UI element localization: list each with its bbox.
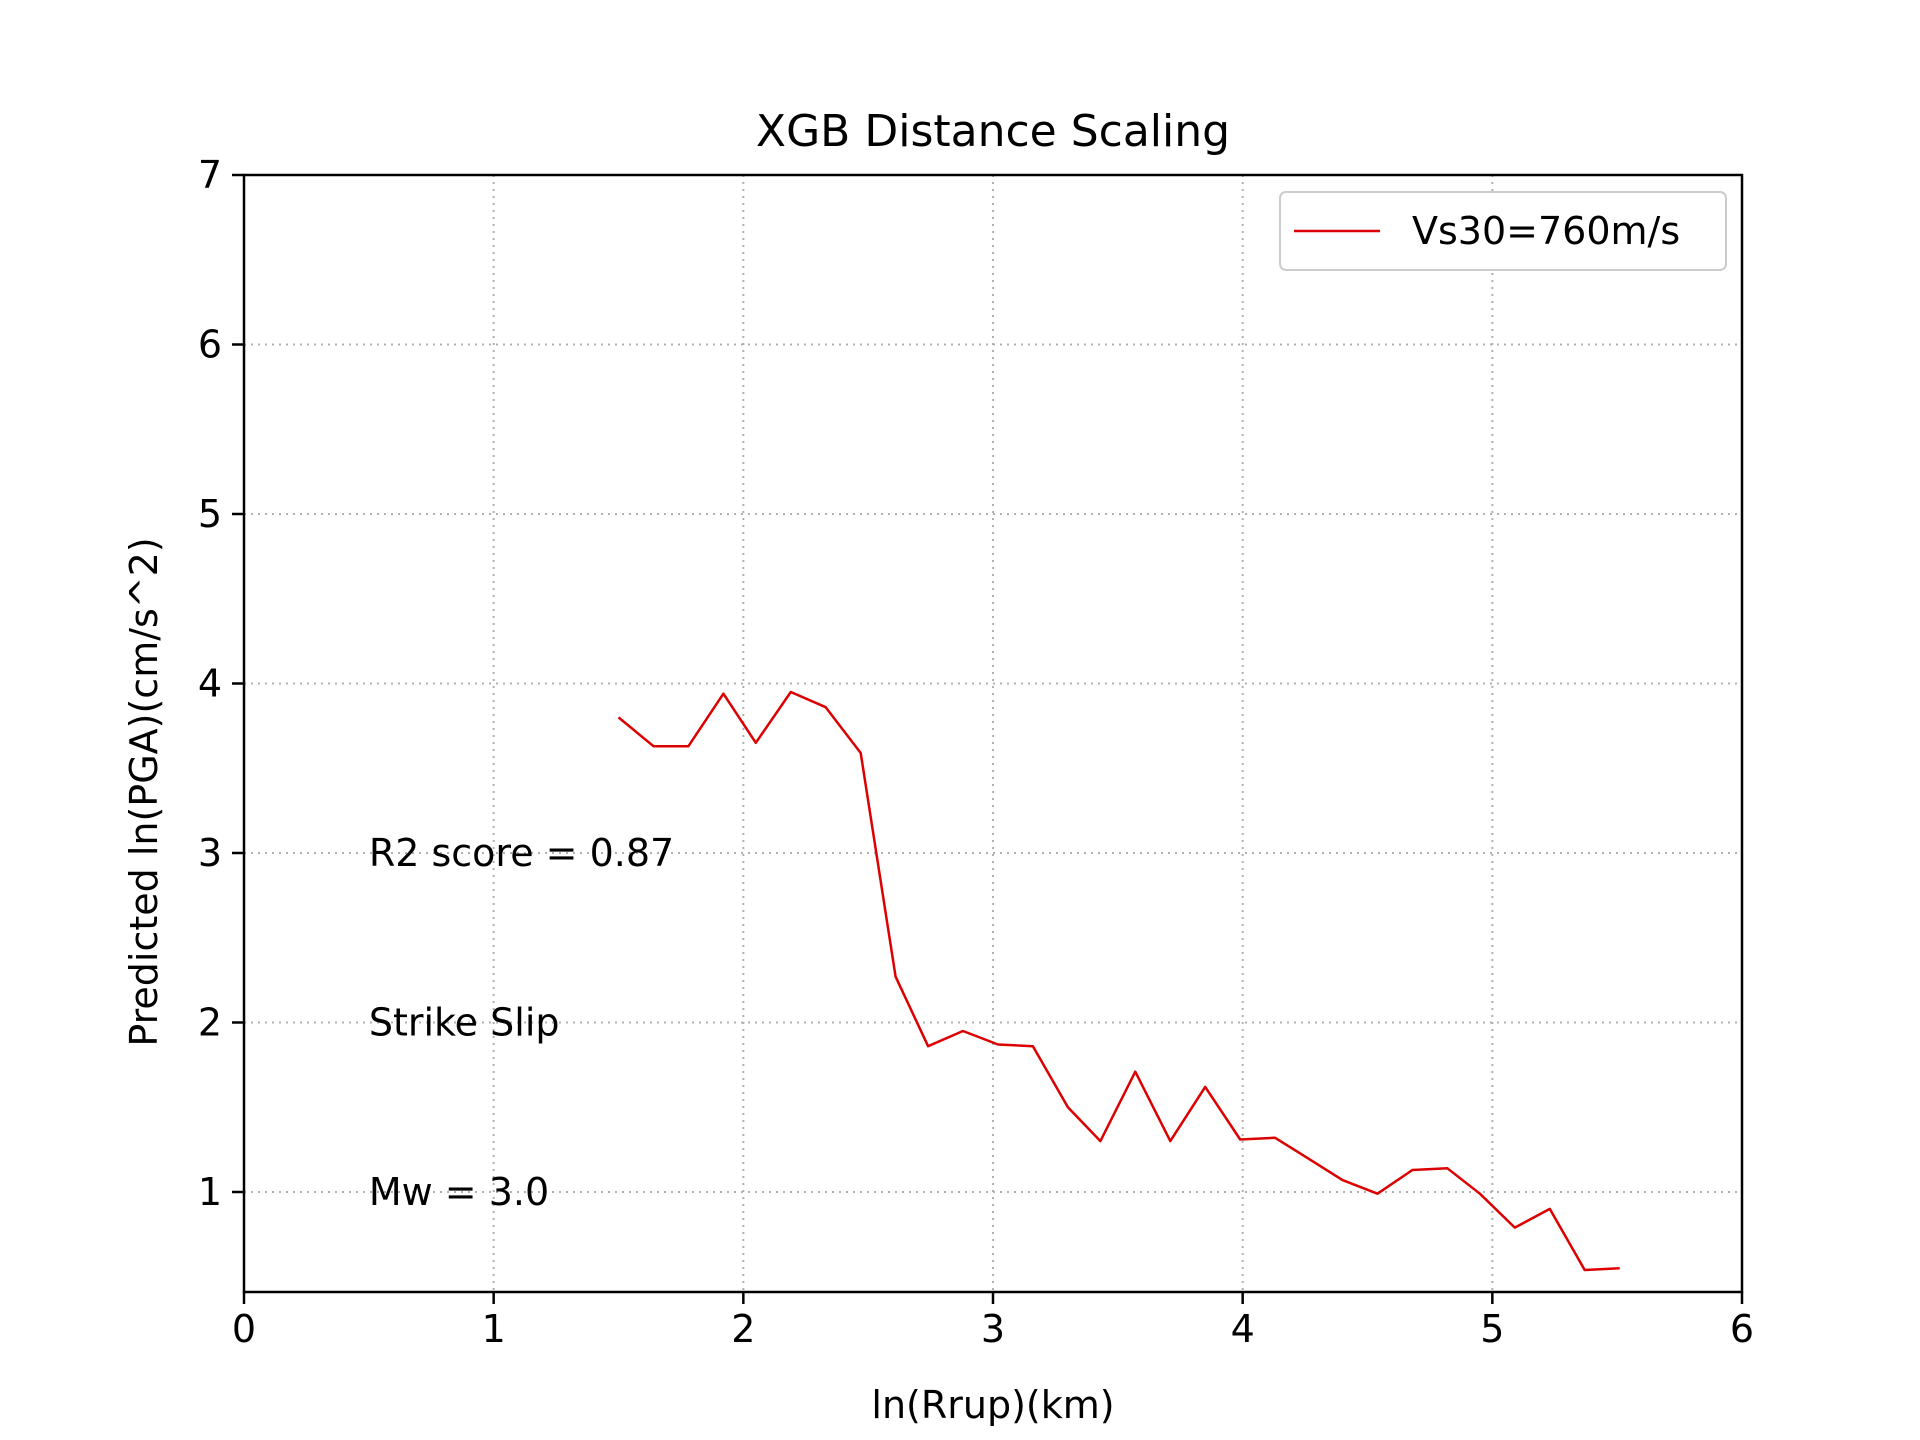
series-line (617, 690, 1620, 1272)
legend-label: Vs30=760m/s (1412, 209, 1680, 253)
x-tick-label: 2 (731, 1307, 755, 1351)
legend-box (1279, 191, 1727, 271)
chart-title: XGB Distance Scaling (756, 106, 1230, 157)
y-tick-label: 4 (198, 661, 222, 705)
x-tick-label: 1 (482, 1307, 506, 1351)
annotation-text: Mw = 3.0 (369, 1170, 549, 1214)
x-tick-label: 6 (1730, 1307, 1754, 1351)
x-tick-label: 0 (232, 1307, 256, 1351)
series-layer (617, 690, 1620, 1272)
grid-lines (244, 175, 1742, 1292)
x-tick-label: 4 (1231, 1307, 1255, 1351)
annotation-text: Strike Slip (369, 1000, 560, 1044)
axis-ticks: 0 1 2 3 4 5 6 1 2 3 4 5 6 7 (198, 153, 1754, 1351)
y-axis-label: Predicted ln(PGA)(cm/s^2) (122, 537, 166, 1046)
annotation-text: R2 score = 0.87 (369, 831, 674, 875)
y-tick-label: 6 (198, 322, 222, 366)
x-tick-label: 3 (981, 1307, 1005, 1351)
y-tick-label: 7 (198, 153, 222, 197)
y-tick-label: 5 (198, 492, 222, 536)
x-axis-label: ln(Rrup)(km) (871, 1383, 1114, 1427)
y-tick-label: 2 (198, 1000, 222, 1044)
y-tick-label: 1 (198, 1170, 222, 1214)
x-tick-label: 5 (1480, 1307, 1504, 1351)
annotations: R2 score = 0.87 Strike Slip Mw = 3.0 (369, 831, 674, 1214)
legend: Vs30=760m/s (1279, 191, 1727, 271)
y-tick-label: 3 (198, 831, 222, 875)
